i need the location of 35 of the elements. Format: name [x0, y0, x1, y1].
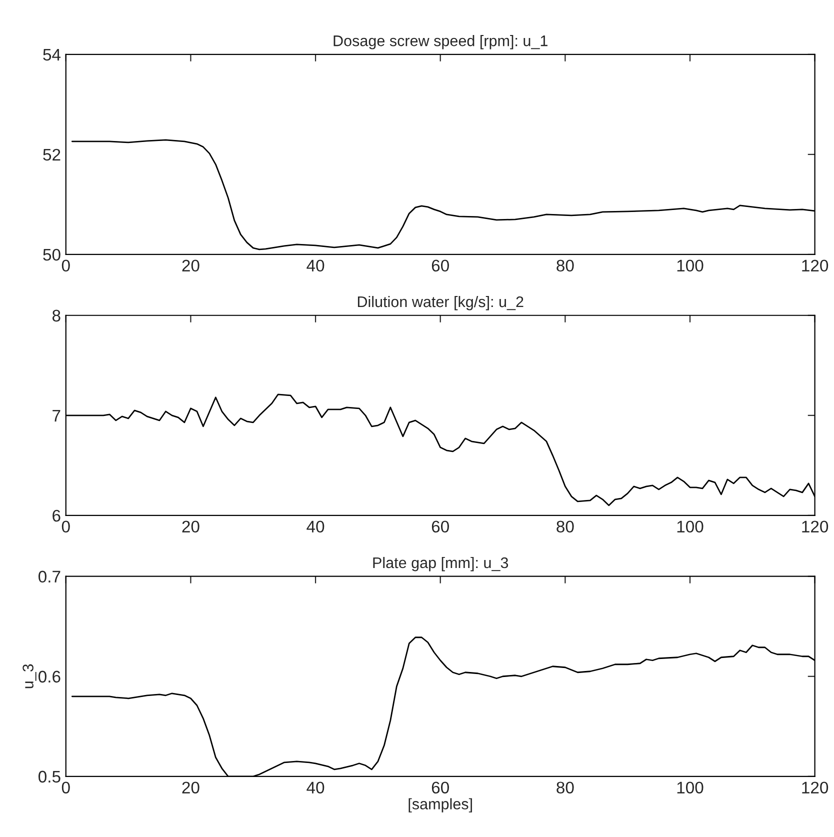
- x-tick-label: 120: [802, 782, 828, 794]
- y-tick-label: 52: [43, 148, 60, 161]
- x-tick-label: 60: [432, 260, 449, 272]
- y-tick-label: 0.6: [38, 670, 60, 683]
- y-axis-title: u_3: [22, 664, 36, 688]
- x-tick-label: 20: [182, 520, 200, 533]
- x-tick-label: 120: [802, 260, 828, 272]
- chart-title: Plate gap [mm]: u_3: [373, 556, 508, 572]
- x-tick-label: 0: [62, 260, 70, 272]
- x-tick-label: 0: [62, 520, 70, 533]
- x-tick-label: 0: [62, 782, 70, 794]
- y-tick-label: 0.5: [38, 770, 60, 783]
- x-tick-label: 100: [677, 782, 704, 794]
- x-tick-label: 40: [306, 782, 324, 794]
- x-tick-label: 20: [182, 260, 200, 272]
- x-tick-label: 100: [677, 520, 704, 533]
- x-tick-label: 20: [182, 782, 200, 794]
- chart-title: Dosage screw speed [rpm]: u_1: [334, 35, 548, 50]
- x-tick-label: 80: [556, 520, 574, 533]
- y-tick-label: 8: [52, 310, 60, 322]
- x-tick-label: 100: [677, 260, 704, 272]
- y-tick-label: 7: [52, 410, 60, 422]
- y-tick-label: 50: [43, 248, 60, 261]
- y-tick-label: 0.7: [38, 570, 60, 583]
- x-tick-label: 40: [306, 520, 324, 533]
- chart-title: Dilution water [kg/s]: u_2: [358, 296, 524, 310]
- x-tick-label: 120: [802, 520, 828, 533]
- x-tick-label: 60: [432, 520, 449, 533]
- x-tick-label: 40: [306, 260, 324, 272]
- x-tick-label: 80: [556, 260, 574, 272]
- x-tick-label: 60: [432, 782, 449, 794]
- y-tick-label: 6: [52, 510, 60, 522]
- x-axis-title: [samples]: [408, 798, 472, 812]
- y-tick-label: 54: [43, 48, 61, 61]
- x-tick-label: 80: [556, 782, 574, 794]
